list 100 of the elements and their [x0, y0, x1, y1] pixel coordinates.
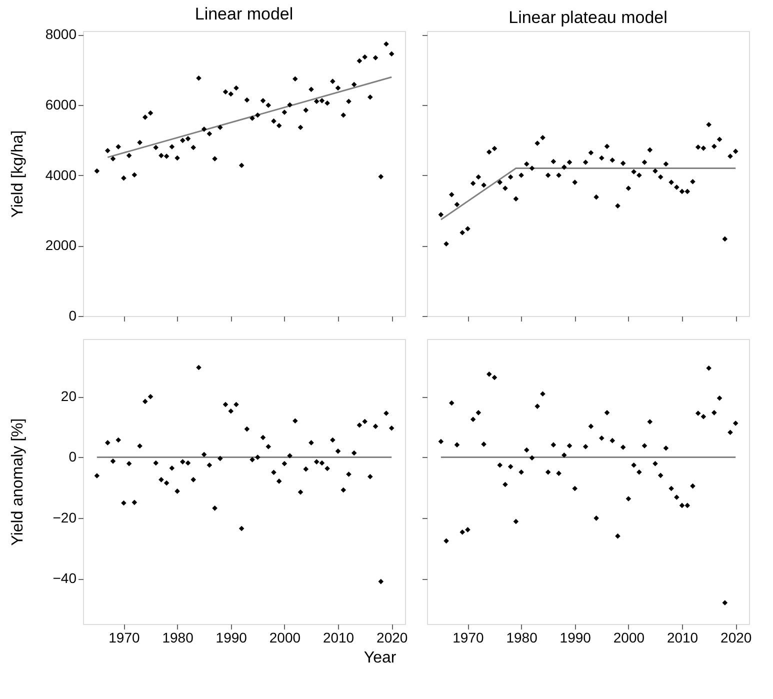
- point: [388, 51, 394, 57]
- point: [228, 408, 234, 414]
- point: [282, 460, 288, 466]
- point: [292, 418, 298, 424]
- x-tick-label: 2020: [376, 630, 408, 646]
- y-tick-label: 20: [60, 388, 77, 404]
- point: [266, 102, 272, 108]
- point: [153, 460, 159, 466]
- point: [384, 410, 389, 416]
- point: [497, 462, 503, 468]
- point: [271, 470, 276, 476]
- point: [460, 230, 466, 236]
- point: [700, 414, 706, 420]
- point: [732, 148, 738, 154]
- point: [615, 203, 620, 209]
- point: [599, 155, 604, 161]
- point: [534, 404, 540, 409]
- point: [196, 76, 202, 81]
- point: [722, 236, 728, 242]
- point: [368, 94, 373, 100]
- point: [319, 98, 325, 104]
- x-tick-label: 2000: [613, 630, 645, 646]
- point: [94, 168, 100, 174]
- point: [481, 182, 486, 188]
- point: [610, 157, 616, 163]
- point: [518, 469, 524, 475]
- point: [218, 456, 223, 462]
- point: [335, 85, 341, 91]
- point: [582, 444, 588, 450]
- point: [201, 126, 207, 132]
- point: [684, 502, 690, 508]
- point: [684, 188, 690, 194]
- point: [540, 391, 546, 397]
- point: [706, 122, 712, 128]
- point: [620, 160, 626, 166]
- chart-title: Linear plateau model: [508, 8, 668, 27]
- y-tick-label: 0: [68, 448, 77, 465]
- y-tick-label: −40: [52, 570, 77, 586]
- point: [250, 116, 255, 121]
- point: [190, 477, 196, 482]
- point: [190, 144, 196, 150]
- point: [222, 89, 228, 95]
- point: [508, 464, 514, 470]
- point: [126, 460, 132, 466]
- point: [444, 538, 449, 544]
- point: [276, 123, 282, 128]
- point: [212, 506, 218, 511]
- point: [287, 453, 292, 458]
- y-tick-label: 2000: [45, 237, 77, 254]
- point: [105, 440, 110, 446]
- point: [518, 172, 524, 178]
- point: [244, 97, 250, 103]
- point: [604, 144, 610, 150]
- point: [572, 180, 578, 185]
- point: [287, 102, 292, 108]
- point: [238, 162, 244, 168]
- point: [169, 466, 175, 471]
- point: [314, 459, 320, 464]
- point: [180, 459, 186, 464]
- point: [631, 169, 636, 174]
- point: [460, 529, 466, 535]
- point: [620, 444, 626, 450]
- point: [476, 410, 482, 416]
- point: [250, 457, 255, 462]
- point: [228, 91, 234, 97]
- point: [540, 134, 546, 140]
- x-tick-label: 1980: [162, 630, 194, 646]
- point: [658, 472, 664, 478]
- point: [663, 446, 669, 451]
- point: [556, 470, 562, 476]
- point: [346, 472, 352, 477]
- point: [529, 455, 535, 460]
- x-tick-label: 1970: [452, 630, 484, 646]
- point: [303, 108, 309, 113]
- point: [647, 419, 653, 424]
- point: [153, 144, 159, 150]
- chart-title: Linear model: [194, 4, 294, 24]
- point: [722, 600, 728, 606]
- point: [255, 454, 260, 460]
- point: [470, 180, 476, 186]
- point: [674, 184, 680, 190]
- point: [631, 462, 636, 468]
- point: [712, 144, 717, 150]
- point: [222, 402, 228, 408]
- point: [388, 425, 394, 431]
- point: [303, 466, 309, 472]
- point: [449, 400, 454, 406]
- point: [351, 82, 357, 88]
- point: [599, 436, 604, 441]
- point: [663, 161, 669, 167]
- point: [550, 158, 556, 164]
- point: [534, 140, 540, 146]
- point: [238, 526, 244, 532]
- point: [545, 469, 551, 475]
- point: [185, 460, 191, 466]
- point: [679, 502, 685, 508]
- point: [716, 395, 722, 401]
- point: [470, 416, 476, 422]
- point: [276, 478, 282, 484]
- point: [116, 437, 122, 443]
